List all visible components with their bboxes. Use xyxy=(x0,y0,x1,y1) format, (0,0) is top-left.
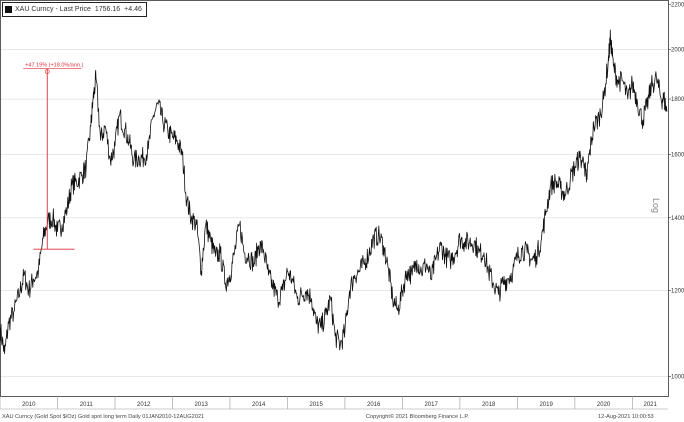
annotation-label: +47.19% (+18.0%/ann.) xyxy=(25,63,83,69)
footer-timestamp: 12-Aug-2021 10:00:53 xyxy=(598,414,654,420)
annotation-marker xyxy=(44,69,50,74)
legend[interactable]: XAU Curncy - Last Price 1756.16 +4.46 xyxy=(2,2,147,17)
legend-series-label: XAU Curncy - Last Price xyxy=(15,6,91,13)
chart-grid xyxy=(0,48,668,378)
x-tick-label: 2013 xyxy=(195,402,209,408)
y-tick-label: 2000 xyxy=(671,47,684,53)
series-line-xau xyxy=(0,29,668,355)
plot-frame xyxy=(0,0,669,397)
y-tick-label: 1800 xyxy=(671,97,684,103)
x-tick-label: 2011 xyxy=(80,402,94,408)
legend-last-price: 1756.16 xyxy=(94,6,121,13)
x-tick-label: 2015 xyxy=(309,402,323,408)
x-axis: 2010 2011 2012 2013 2014 2015 2016 2017 2018 2019… xyxy=(0,396,668,410)
y-tick-label: 1000 xyxy=(671,375,684,381)
x-tick-label: 2019 xyxy=(539,402,553,408)
legend-change: +4.46 xyxy=(124,6,142,13)
x-tick-label: 2012 xyxy=(137,402,151,408)
y-axis-scale-label: Log xyxy=(651,198,661,214)
y-tick-label: 1600 xyxy=(671,153,684,159)
x-tick-label: 2018 xyxy=(482,402,496,408)
y-tick-label: 1400 xyxy=(671,216,684,222)
x-tick-label: 2020 xyxy=(597,402,611,408)
y-tick-label: 2200 xyxy=(671,2,684,8)
x-tick-label: 2014 xyxy=(252,402,266,408)
footer-security-description: XAU Curncy (Gold Spot $/Oz) Gold spot lo… xyxy=(2,414,205,420)
legend-swatch-icon xyxy=(5,6,12,13)
return-annotation: +47.19% (+18.0%/ann.) xyxy=(23,63,84,250)
x-tick-label: 2010 xyxy=(22,402,36,408)
y-tick-label: 1200 xyxy=(671,289,684,295)
x-tick-label: 2016 xyxy=(367,402,381,408)
x-tick-label: 2017 xyxy=(424,402,438,408)
x-tick-label: 2021 xyxy=(643,402,657,408)
y-axis: 1000 1200 1400 1600 1800 2000 2200 xyxy=(668,2,684,381)
footer-copyright: Copyright© 2021 Bloomberg Finance L.P. xyxy=(366,414,469,420)
